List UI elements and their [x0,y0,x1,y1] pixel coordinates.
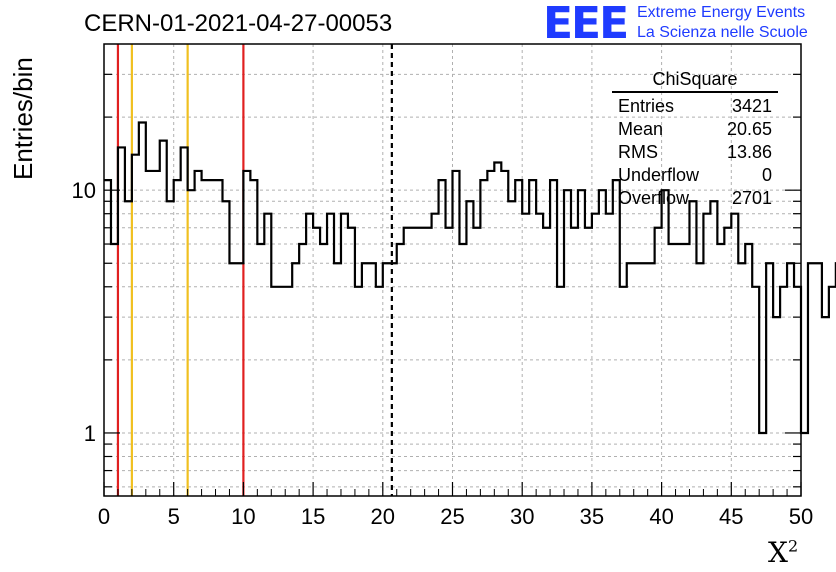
logo-line-2: La Scienza nelle Scuole [637,24,808,41]
x-axis-label-text: X [768,536,788,569]
stats-label: Overflow [618,188,690,208]
stats-label: RMS [618,142,658,162]
stats-value: 0 [761,165,772,185]
stats-label: Underflow [618,165,700,185]
axis-ticks [103,73,802,496]
stats-label: Entries [618,96,675,116]
x-tick-label: 30 [510,504,534,529]
eee-logo: EEE [543,0,629,49]
stats-title: ChiSquare [612,68,778,93]
stats-box: ChiSquare Entries 3421 Mean 20.65 RMS 13.86… [612,68,778,210]
logo-line-1: Extreme Energy Events [637,4,806,21]
reference-lines [116,44,393,496]
y-tick-label: 10 [72,178,96,203]
tick-labels: 0 5 10 15 20 25 30 35 40 45 50 1 10 [72,178,814,529]
x-tick-label: 50 [789,504,813,529]
x-tick-label: 15 [301,504,325,529]
x-tick-label: 45 [719,504,743,529]
stats-value: 2701 [731,188,772,208]
histogram-line [104,121,836,435]
x-axis-label: X2 [768,536,798,569]
stats-row: Mean 20.65 [612,118,778,141]
x-tick-label: 10 [231,504,255,529]
stats-row: Overflow 2701 [612,187,778,210]
x-tick-label: 35 [580,504,604,529]
chart-title: CERN-01-2021-04-27-00053 [84,10,393,37]
x-tick-label: 5 [168,504,180,529]
stats-value: 3421 [731,96,772,116]
x-axis-label-superscript: 2 [787,536,799,556]
stats-row: RMS 13.86 [612,141,778,164]
stats-row: Underflow 0 [612,164,778,187]
stats-label: Mean [618,119,664,139]
x-tick-label: 25 [440,504,464,529]
x-tick-label: 40 [649,504,673,529]
x-tick-label: 0 [98,504,110,529]
stats-row: Entries 3421 [612,95,778,118]
y-axis-label: Entries/bin [8,57,38,180]
y-tick-label: 1 [84,421,96,446]
stats-value: 20.65 [726,119,772,139]
x-tick-label: 20 [371,504,395,529]
stats-value: 13.86 [726,142,772,162]
